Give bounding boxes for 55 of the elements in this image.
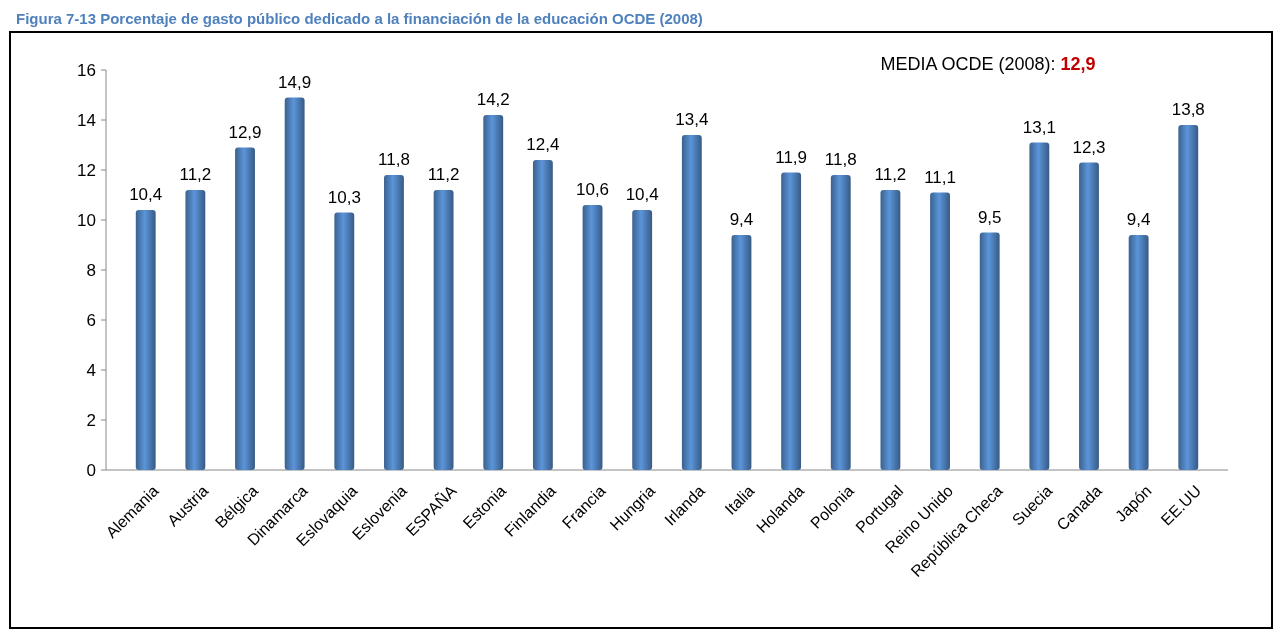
y-tick-label: 8 [86, 260, 96, 280]
data-label: 10,6 [575, 180, 610, 199]
data-label: 11,2 [179, 165, 212, 184]
y-tick-label: 10 [77, 210, 96, 230]
data-label: 11,9 [775, 147, 808, 167]
data-label: 9,4 [1126, 210, 1151, 229]
y-tick-label: 16 [77, 60, 96, 80]
data-label: 9,5 [977, 207, 1002, 227]
bar [532, 160, 553, 470]
data-label: 13,4 [675, 110, 709, 129]
data-label: 9,4 [729, 210, 754, 229]
bar [632, 210, 653, 470]
bar [284, 97, 305, 470]
y-tick-label: 12 [77, 160, 96, 180]
annotation: MEDIA OCDE (2008): 12,9 [880, 54, 1096, 74]
bar [582, 205, 603, 470]
data-label: 10,3 [327, 187, 361, 207]
bar [731, 235, 752, 470]
y-tick-label: 4 [86, 360, 96, 380]
data-label: 12,3 [1072, 137, 1106, 157]
bar [1178, 125, 1199, 470]
y-tick-label: 2 [86, 410, 96, 430]
bar [830, 175, 851, 470]
data-label: 10,4 [129, 185, 163, 204]
data-label: 12,9 [228, 122, 262, 142]
data-label: 12,4 [526, 135, 560, 154]
data-label: 14,9 [278, 72, 312, 92]
bar [781, 172, 802, 470]
bar [979, 232, 1000, 470]
y-tick-label: 6 [86, 310, 96, 330]
bar [930, 192, 950, 470]
data-label: 11,2 [427, 165, 460, 184]
data-label: 11,8 [378, 150, 410, 169]
bar [483, 115, 504, 470]
y-tick-label: 0 [86, 460, 96, 480]
y-tick-label: 14 [77, 110, 96, 130]
data-label: 11,8 [824, 150, 857, 169]
bar [235, 147, 255, 470]
data-label: 13,1 [1022, 117, 1056, 137]
chart-title: Figura 7-13 Porcentaje de gasto público dedicado a la financiación de la educación OCDE (2008) [16, 10, 703, 27]
bar [681, 135, 702, 470]
bar [1029, 142, 1050, 470]
data-label: 13,8 [1171, 100, 1205, 119]
bar [334, 212, 355, 470]
data-label: 10,4 [625, 185, 659, 204]
data-label: 11,2 [874, 165, 907, 184]
bar [1128, 235, 1149, 470]
bar [135, 210, 156, 470]
data-label: 14,2 [476, 90, 510, 109]
bar [185, 190, 206, 470]
bar [433, 190, 454, 470]
bar [1079, 162, 1099, 470]
bar [880, 190, 901, 470]
data-label: 11,1 [924, 167, 956, 187]
bar [384, 175, 404, 470]
